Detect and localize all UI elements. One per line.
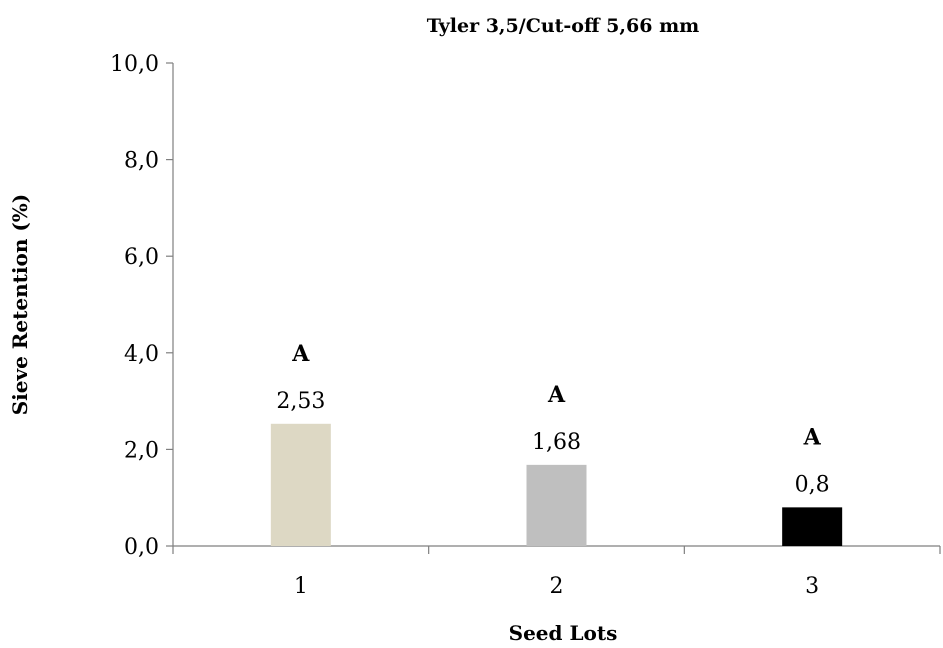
x-axis-title: Seed Lots: [509, 621, 618, 645]
y-axis-title: Sieve Retention (%): [8, 194, 32, 416]
data-labels: 2,53 A 1,68 A 0,8 A: [276, 341, 829, 498]
data-label: 0,8: [795, 472, 830, 497]
group-letter-label: A: [803, 424, 822, 450]
x-tick-label: 1: [294, 574, 308, 599]
group-letter-label: A: [291, 341, 310, 367]
x-axis: 1 2 3: [172, 545, 941, 599]
data-label: 2,53: [276, 389, 325, 414]
y-tick-label: 0,0: [124, 535, 159, 560]
y-axis: 0,0 2,0 4,0 6,0 8,0 10,0: [110, 52, 174, 560]
bars: [270, 423, 843, 546]
chart-title: Tyler 3,5/Cut-off 5,66 mm: [427, 15, 700, 37]
bar-1: [270, 423, 331, 546]
x-tick-label: 3: [805, 574, 819, 599]
y-tick-label: 8,0: [124, 149, 159, 174]
y-tick-label: 4,0: [124, 342, 159, 367]
y-tick-label: 2,0: [124, 438, 159, 463]
y-tick-label: 10,0: [110, 52, 159, 77]
data-label: 1,68: [532, 430, 581, 455]
y-tick-label: 6,0: [124, 245, 159, 270]
bar-2: [526, 464, 587, 546]
bar-3: [782, 507, 843, 546]
x-tick-label: 2: [550, 574, 564, 599]
group-letter-label: A: [547, 382, 566, 408]
